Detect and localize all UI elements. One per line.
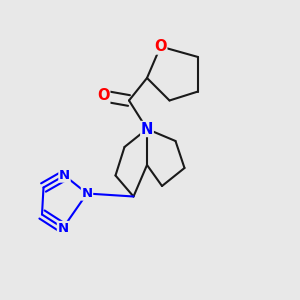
Text: O: O: [154, 39, 167, 54]
Text: N: N: [59, 169, 70, 182]
Text: N: N: [141, 122, 153, 136]
Text: N: N: [57, 221, 69, 235]
Text: N: N: [81, 187, 93, 200]
Text: O: O: [97, 88, 110, 104]
